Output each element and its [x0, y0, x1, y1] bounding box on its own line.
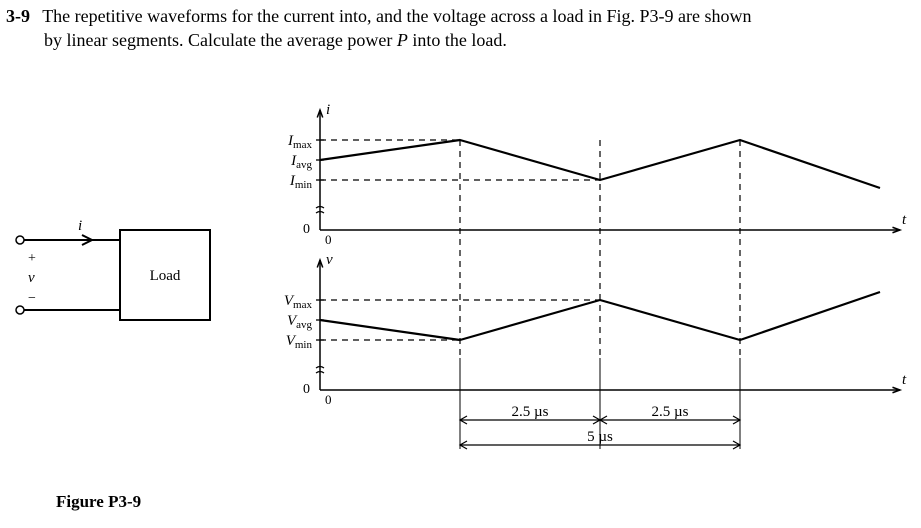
- svg-text:Vmin: Vmin: [286, 333, 313, 351]
- minus-label: −: [28, 291, 36, 306]
- svg-text:2.5 µs: 2.5 µs: [512, 404, 549, 420]
- svg-text:0: 0: [325, 392, 332, 407]
- svg-text:0: 0: [325, 232, 332, 247]
- svg-text:Vavg: Vavg: [287, 313, 313, 331]
- svg-text:i: i: [326, 102, 330, 118]
- problem-statement: 3-9 The repetitive waveforms for the cur…: [6, 4, 911, 53]
- plus-label: +: [28, 251, 36, 266]
- current-label: i: [78, 218, 82, 234]
- voltage-label: v: [28, 270, 35, 286]
- problem-line-2a: by linear segments. Calculate the averag…: [44, 30, 397, 50]
- svg-text:0: 0: [303, 222, 310, 237]
- load-label: Load: [150, 268, 181, 284]
- circuit-diagram: Load i + v −: [10, 210, 230, 350]
- problem-line-1: The repetitive waveforms for the current…: [42, 6, 751, 26]
- svg-text:Vmax: Vmax: [284, 293, 313, 311]
- svg-text:Imin: Imin: [289, 173, 313, 191]
- waveform-charts: itImaxIavgImin00vtVmaxVavgVmin002.5 µs2.…: [260, 100, 910, 480]
- figure-caption: Figure P3-9: [56, 492, 141, 512]
- svg-text:v: v: [326, 252, 333, 268]
- svg-text:t: t: [902, 212, 907, 228]
- problem-number: 3-9: [6, 6, 30, 26]
- svg-text:t: t: [902, 372, 907, 388]
- svg-text:0: 0: [303, 382, 310, 397]
- power-variable: P: [397, 30, 408, 50]
- svg-text:Imax: Imax: [287, 133, 312, 151]
- svg-text:2.5 µs: 2.5 µs: [652, 404, 689, 420]
- svg-text:Iavg: Iavg: [290, 153, 312, 171]
- problem-line-2b: into the load.: [412, 30, 506, 50]
